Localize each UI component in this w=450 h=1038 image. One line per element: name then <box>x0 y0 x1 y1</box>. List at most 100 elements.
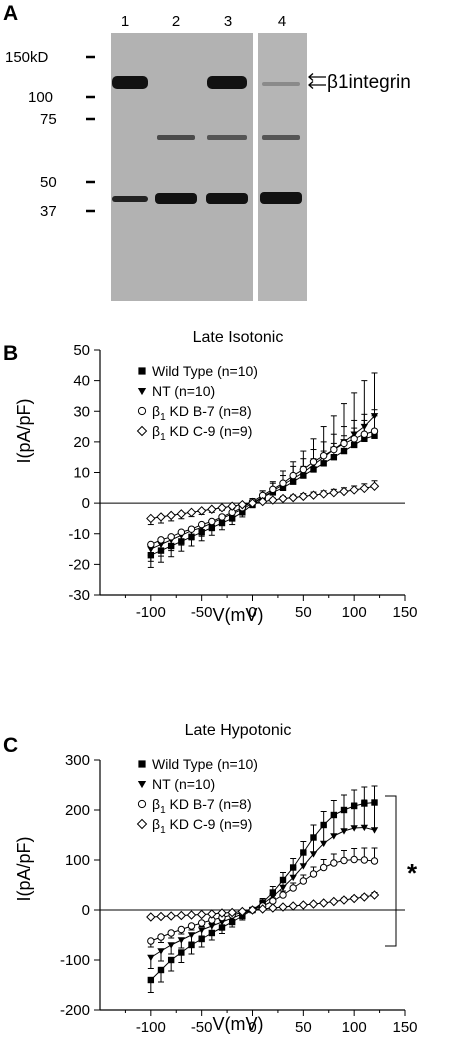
chart-c-data-point <box>350 855 358 864</box>
marker-label-100: 100 <box>28 89 53 106</box>
chart-c-data-point <box>187 922 196 930</box>
chart-b-data-point <box>278 493 288 504</box>
chart-c-data-point <box>299 863 308 870</box>
chart-b-data-point <box>237 499 248 510</box>
panel-letter-a: A <box>3 2 18 25</box>
chart-c-xtick-label: 50 <box>295 1019 312 1036</box>
chart-b-xtick-label: -50 <box>191 604 213 621</box>
chart-b-ytick-label: 0 <box>82 495 90 512</box>
chart-c-data-point <box>146 912 156 922</box>
chart-c-xlabel: V(mV) <box>213 1014 264 1034</box>
chart-c-data-point <box>196 909 207 920</box>
marker-label-150: 150kD <box>5 49 49 66</box>
chart-b-ytick-label: -30 <box>68 587 90 604</box>
chart-b-legend-marker <box>138 367 146 375</box>
chart-c-data-point <box>147 937 155 945</box>
chart-c-data-point <box>309 851 318 858</box>
chart-b-legend-label: Wild Type (n=10) <box>152 363 258 379</box>
chart-c-data-point <box>177 925 186 934</box>
chart-c-ytick-label: 0 <box>82 902 90 919</box>
chart-c-data-point <box>319 840 328 848</box>
chart-b-data-point <box>349 485 359 495</box>
chart-c-data-point <box>289 874 297 882</box>
chart-b-ytick-label: 10 <box>73 465 90 482</box>
chart-c-data-point <box>198 935 205 943</box>
chart-b-data-point <box>289 471 297 480</box>
chart-b-ytick-label: 40 <box>73 373 90 390</box>
chart-c-data-point <box>268 903 278 913</box>
chart-b-data-point <box>197 520 206 529</box>
chart-b-data-point <box>340 439 348 448</box>
chart-c-data-point <box>237 906 248 917</box>
chart-b-data-point <box>361 435 368 443</box>
panel-letter-c: C <box>3 734 18 757</box>
chart-b-data-point <box>207 504 217 514</box>
chart-b-data-point <box>269 485 277 494</box>
chart-c-data-point <box>369 890 380 900</box>
chart-c-data-point <box>278 902 288 912</box>
chart-b-data-point <box>339 486 349 497</box>
chart-c-legend-marker <box>137 799 147 809</box>
chart-b-data-point <box>371 432 378 439</box>
chart-c-marks <box>146 785 380 993</box>
chart-c-xtick-label: -100 <box>136 1019 166 1036</box>
chart-c-data-point <box>197 927 206 934</box>
chart-c-data-point <box>318 898 329 908</box>
chart-b-ytick-label: -20 <box>68 556 90 573</box>
chart-b-legend-label: β1 KD C-9 (n=9) <box>152 423 252 443</box>
chart-c-data-point <box>349 893 359 904</box>
chart-c-data-point <box>218 924 226 931</box>
chart-c-data-point <box>279 884 287 892</box>
chart-c-data-point <box>157 966 165 974</box>
chart-c-xtick-label: -50 <box>191 1019 213 1036</box>
band-40-lane-1 <box>112 196 148 202</box>
blot-gap <box>253 33 258 301</box>
chart-b-data-point <box>147 540 155 549</box>
chart-b-data-point <box>156 512 166 522</box>
chart-b-data-point <box>310 466 317 473</box>
chart-b-ytick-label: 30 <box>73 403 90 420</box>
chart-c-data-point <box>330 811 338 819</box>
band-integrin-lane-3 <box>207 76 247 89</box>
chart-c-data-point <box>176 910 187 921</box>
chart-b-data-point <box>288 492 298 503</box>
chart-c-data-point <box>187 932 196 939</box>
chart-b-data-point <box>299 465 308 474</box>
chart-c-legend-marker <box>138 760 146 768</box>
chart-b-data-point <box>309 458 318 466</box>
chart-b-legend-label: β1 KD B-7 (n=8) <box>152 403 252 423</box>
chart-b-xtick-label: 50 <box>295 604 312 621</box>
band-67-lane-3 <box>207 135 247 140</box>
chart-c-legend-label: β1 KD B-7 (n=8) <box>152 796 252 816</box>
chart-b-data-point <box>369 481 380 491</box>
chart-c-data-point <box>340 856 348 865</box>
lane-label-2: 2 <box>172 13 180 30</box>
chart-c-data-point <box>359 892 370 902</box>
chart-c-data-point <box>300 849 307 856</box>
chart-b-data-point <box>340 447 348 455</box>
chart-b-marks <box>146 372 380 568</box>
chart-b-data-point <box>186 507 197 518</box>
chart-b-legend-marker <box>137 387 147 396</box>
chart-c-data-point <box>269 897 277 905</box>
chart-c-ylabel: I(pA/pF) <box>14 836 34 901</box>
chart-c-data-point <box>186 910 197 920</box>
integrin-band-label: β1integrin <box>327 72 411 93</box>
blot-membrane-right <box>258 33 307 301</box>
chart-b-ytick-label: -10 <box>68 526 90 543</box>
chart-b-data-point <box>187 525 196 533</box>
chart-b-data-point <box>330 445 338 454</box>
chart-b-data-point <box>370 427 379 435</box>
chart-c-data-point <box>319 863 328 872</box>
chart-b-data-point <box>350 435 358 443</box>
chart-c-legend-marker <box>137 780 147 789</box>
chart-c-data-point <box>217 908 227 918</box>
chart-b-data-point <box>268 495 278 505</box>
chart-c-data-point <box>156 911 166 922</box>
chart-c-data-point <box>298 900 309 910</box>
chart-c-data-point <box>308 899 319 909</box>
chart-c-data-point <box>207 909 217 919</box>
lane-label-1: 1 <box>121 13 129 30</box>
chart-c-data-point <box>247 905 258 915</box>
